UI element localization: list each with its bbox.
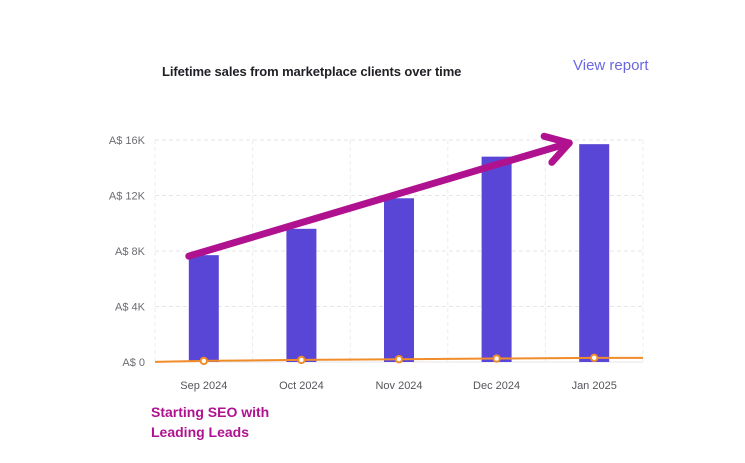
x-tick-label: Sep 2024 <box>180 380 227 392</box>
x-axis-ticks: Sep 2024 Oct 2024 Nov 2024 Dec 2024 Jan 2025 <box>180 380 617 392</box>
bar-oct-2024 <box>286 228 317 362</box>
bar-sep-2024 <box>188 255 219 362</box>
annotation-text: Starting SEO with Leading Leads <box>151 402 269 442</box>
trend-arrow <box>185 132 573 260</box>
view-report-link[interactable]: View report <box>573 57 649 74</box>
trend-arrow-shaft <box>185 139 573 260</box>
line-point-2 <box>394 355 404 364</box>
y-tick-label: A$ 8K <box>115 246 146 258</box>
line-point-4 <box>590 353 599 363</box>
line-point-1 <box>297 355 306 365</box>
y-tick-label: A$ 4K <box>115 302 146 314</box>
bar-nov-2024 <box>384 198 414 362</box>
x-tick-label: Dec 2024 <box>473 380 520 392</box>
chart-line <box>154 353 643 366</box>
x-tick-label: Oct 2024 <box>279 380 324 392</box>
y-tick-label: A$ 0 <box>122 357 145 369</box>
bar-jan-2025 <box>579 144 610 362</box>
x-tick-label: Nov 2024 <box>375 380 422 392</box>
annotation-line-2: Leading Leads <box>151 424 250 440</box>
bar-dec-2024 <box>481 156 512 362</box>
y-tick-label: A$ 12K <box>109 191 146 203</box>
y-axis-ticks: A$ 0 A$ 4K A$ 8K A$ 12K A$ 16K <box>109 135 146 369</box>
y-tick-label: A$ 16K <box>109 135 146 147</box>
line-point-3 <box>492 354 501 363</box>
x-tick-label: Jan 2025 <box>572 380 617 392</box>
line-point-0 <box>199 356 209 366</box>
annotation-line-1: Starting SEO with <box>151 404 270 420</box>
chart-title: Lifetime sales from marketplace clients … <box>162 64 462 79</box>
chart-bars <box>188 144 610 362</box>
trend-arrow-head <box>540 132 573 166</box>
